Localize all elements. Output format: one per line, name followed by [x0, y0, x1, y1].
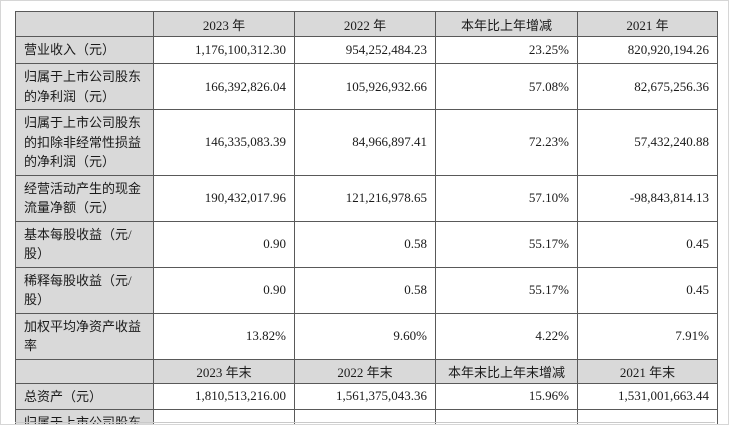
value-2023: 13.82% — [153, 312, 295, 360]
value-change: 57.10% — [435, 174, 578, 222]
corner-cell — [15, 358, 154, 384]
value-2021: 820,920,194.26 — [577, 36, 718, 64]
metric-label: 稀释每股收益（元/股） — [15, 266, 154, 314]
table-row-net-profit: 归属于上市公司股东的净利润（元） 166,392,826.04 105,926,… — [15, 63, 718, 110]
value-2021: 1,531,001,663.44 — [577, 382, 718, 410]
table-row-revenue: 营业收入（元） 1,176,100,312.30 954,252,484.23 … — [15, 36, 718, 64]
value-2022: 0.58 — [294, 266, 436, 314]
table-row-operating-cash-flow: 经营活动产生的现金流量净额（元） 190,432,017.96 121,216,… — [15, 174, 718, 222]
table-row-net-assets: 归属于上市公司股东的净资产（元） 1,268,051,118.44 1,137,… — [15, 409, 718, 424]
value-2023: 190,432,017.96 — [153, 174, 295, 222]
table-row-net-profit-excl-nonrecurring: 归属于上市公司股东的扣除非经常性损益的净利润（元） 146,335,083.39… — [15, 109, 718, 176]
value-change: 72.23% — [435, 109, 578, 176]
value-2023: 1,810,513,216.00 — [153, 382, 295, 410]
value-2023: 1,176,100,312.30 — [153, 36, 295, 64]
value-2022: 954,252,484.23 — [294, 36, 436, 64]
table-row-basic-eps: 基本每股收益（元/股） 0.90 0.58 55.17% 0.45 — [15, 220, 718, 268]
value-2023: 1,268,051,118.44 — [153, 409, 295, 424]
col-header-2022: 2022 年 — [294, 11, 436, 37]
annual-header-row: 2023 年 2022 年 本年比上年增减 2021 年 — [15, 11, 718, 37]
value-change: 11.46% — [435, 409, 578, 424]
value-2022: 0.58 — [294, 220, 436, 268]
metric-label: 营业收入（元） — [15, 36, 154, 64]
value-2022: 105,926,932.66 — [294, 63, 436, 110]
value-2023: 166,392,826.04 — [153, 63, 295, 110]
value-2021: 1,068,537,270.47 — [577, 409, 718, 424]
cutoff-next-row-line — [15, 422, 715, 423]
value-2021: 57,432,240.88 — [577, 109, 718, 176]
value-2021: 7.91% — [577, 312, 718, 360]
value-2021: 0.45 — [577, 266, 718, 314]
col-header-yearend-change: 本年末比上年末增减 — [435, 358, 578, 384]
yearend-header-row: 2023 年末 2022 年末 本年末比上年末增减 2021 年末 — [15, 358, 718, 384]
value-2023: 146,335,083.39 — [153, 109, 295, 176]
financial-summary-table: 2023 年 2022 年 本年比上年增减 2021 年 营业收入（元） 1,1… — [15, 11, 718, 424]
metric-label: 经营活动产生的现金流量净额（元） — [15, 174, 154, 222]
value-2022: 84,966,897.41 — [294, 109, 436, 176]
value-change: 15.96% — [435, 382, 578, 410]
metric-label: 总资产（元） — [15, 382, 154, 410]
corner-cell — [15, 11, 154, 37]
col-header-2022-yearend: 2022 年末 — [294, 358, 436, 384]
col-header-yoy-change: 本年比上年增减 — [435, 11, 578, 37]
value-2022: 1,561,375,043.36 — [294, 382, 436, 410]
table-row-weighted-avg-roe: 加权平均净资产收益率 13.82% 9.60% 4.22% 7.91% — [15, 312, 718, 360]
table-row-total-assets: 总资产（元） 1,810,513,216.00 1,561,375,043.36… — [15, 382, 718, 410]
value-change: 55.17% — [435, 266, 578, 314]
value-change: 55.17% — [435, 220, 578, 268]
value-2021: 0.45 — [577, 220, 718, 268]
col-header-2023-yearend: 2023 年末 — [153, 358, 295, 384]
table-row-diluted-eps: 稀释每股收益（元/股） 0.90 0.58 55.17% 0.45 — [15, 266, 718, 314]
value-change: 57.08% — [435, 63, 578, 110]
metric-label: 归属于上市公司股东的净利润（元） — [15, 63, 154, 110]
value-change: 4.22% — [435, 312, 578, 360]
metric-label: 归属于上市公司股东的净资产（元） — [15, 409, 154, 424]
value-2022: 9.60% — [294, 312, 436, 360]
metric-label: 加权平均净资产收益率 — [15, 312, 154, 360]
value-2023: 0.90 — [153, 220, 295, 268]
value-2021: 82,675,256.36 — [577, 63, 718, 110]
value-2023: 0.90 — [153, 266, 295, 314]
metric-label: 基本每股收益（元/股） — [15, 220, 154, 268]
metric-label: 归属于上市公司股东的扣除非经常性损益的净利润（元） — [15, 109, 154, 176]
col-header-2021-yearend: 2021 年末 — [577, 358, 718, 384]
value-2022: 121,216,978.65 — [294, 174, 436, 222]
value-2021: -98,843,814.13 — [577, 174, 718, 222]
col-header-2021: 2021 年 — [577, 11, 718, 37]
value-change: 23.25% — [435, 36, 578, 64]
col-header-2023: 2023 年 — [153, 11, 295, 37]
